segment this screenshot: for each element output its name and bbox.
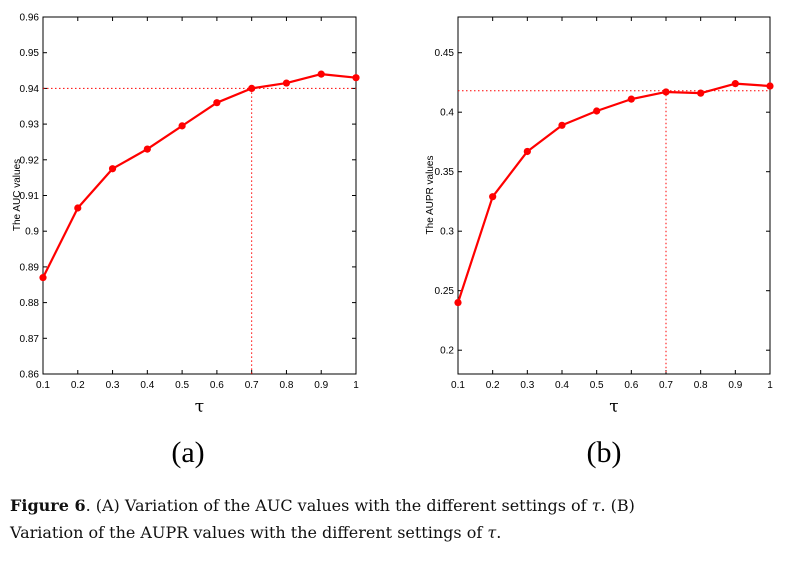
caption-line2-end: . [496, 523, 502, 542]
y-tick-label: 0.89 [20, 262, 40, 273]
y-tick-label: 0.35 [435, 167, 455, 178]
y-tick-label: 0.94 [20, 84, 40, 95]
x-tick-label: 0.2 [486, 380, 500, 391]
x-tick-label: 0.4 [555, 380, 569, 391]
panel-label: (a) [171, 436, 204, 469]
data-point [74, 204, 82, 212]
figure-caption: Figure 6. (A) Variation of the AUC value… [10, 492, 780, 546]
data-point [178, 122, 186, 130]
figure-label: Figure 6 [10, 496, 86, 515]
data-point [213, 99, 221, 107]
x-tick-label: 0.6 [210, 380, 224, 391]
y-tick-label: 0.25 [435, 286, 455, 297]
x-tick-label: 0.9 [728, 380, 742, 391]
x-tick-label: 0.6 [624, 380, 638, 391]
data-point [108, 165, 117, 173]
data-point [523, 147, 531, 156]
y-tick-label: 0.88 [20, 298, 40, 309]
data-point [248, 84, 256, 92]
x-tick-label: 0.5 [590, 380, 604, 391]
y-tick-label: 0.9 [25, 227, 39, 238]
x-tick-label: 0.7 [659, 380, 673, 391]
data-point [697, 89, 705, 97]
x-axis-label: τ [609, 397, 618, 417]
caption-tau-symbol-1: τ [591, 496, 601, 515]
y-tick-label: 0.87 [20, 334, 40, 345]
chart-panel-b: 0.1 0.2 0.3 0.4 0.5 0.6 0.7 0.8 0.9 1 0.2 0.25 0.3 0.… [425, 16, 774, 469]
panel-label: (b) [587, 436, 622, 469]
series-line [456, 82, 771, 303]
data-point [352, 74, 360, 82]
caption-line1-text: . (A) Variation of the AUC values with t… [85, 496, 592, 515]
x-tick-label: 0.1 [451, 380, 465, 391]
caption-line2-text: Variation of the AUPR values with the di… [10, 523, 488, 542]
x-axis-label: τ [195, 397, 204, 417]
x-tick-label: 0.7 [245, 380, 259, 391]
x-tick-label: 0.3 [520, 380, 534, 391]
x-tick-label: 1 [767, 380, 773, 391]
figure-canvas: 0.1 0.2 0.3 0.4 0.5 0.6 0.7 0.8 0.9 10.860.870.88… [12, 13, 774, 469]
data-point [282, 79, 291, 87]
y-tick-label: 0.92 [20, 155, 40, 166]
y-tick-label: 0.93 [20, 120, 40, 131]
data-point [454, 299, 462, 307]
plot-frame [457, 16, 771, 375]
y-tick-label: 0.91 [20, 191, 40, 202]
data-point [662, 88, 670, 96]
data-point [558, 121, 566, 129]
y-axis-label: The AUC values [12, 159, 23, 231]
caption-tau-symbol-2: τ [487, 523, 497, 542]
y-tick-label: 0.95 [20, 48, 40, 59]
series-line [42, 73, 357, 279]
y-tick-label: 0.4 [440, 108, 454, 119]
x-tick-label: 0.3 [106, 380, 120, 391]
x-tick-label: 0.8 [279, 380, 293, 391]
y-tick-label: 0.45 [435, 48, 455, 59]
data-point [627, 95, 635, 103]
x-tick-label: 0.8 [694, 380, 708, 391]
data-point [489, 193, 497, 201]
x-tick-label: 1 [353, 380, 359, 391]
x-tick-label: 0.4 [140, 380, 154, 391]
y-tick-label: 0.3 [440, 227, 454, 238]
data-point [593, 107, 601, 115]
y-axis-label: The AUPR values [425, 156, 436, 235]
caption-line1-end: . (B) [600, 496, 635, 515]
data-point [766, 82, 774, 90]
x-tick-label: 0.2 [71, 380, 85, 391]
data-point [731, 80, 739, 88]
data-point [39, 274, 47, 282]
x-tick-label: 0.5 [175, 380, 189, 391]
y-tick-label: 0.86 [20, 370, 40, 381]
data-point [143, 145, 151, 153]
y-tick-label: 0.96 [20, 13, 40, 24]
y-tick-label: 0.2 [440, 346, 454, 357]
x-tick-label: 0.1 [36, 380, 50, 391]
data-point [317, 70, 325, 78]
chart-panel-a: 0.1 0.2 0.3 0.4 0.5 0.6 0.7 0.8 0.9 10.860.870.88… [12, 13, 360, 469]
x-tick-label: 0.9 [314, 380, 328, 391]
